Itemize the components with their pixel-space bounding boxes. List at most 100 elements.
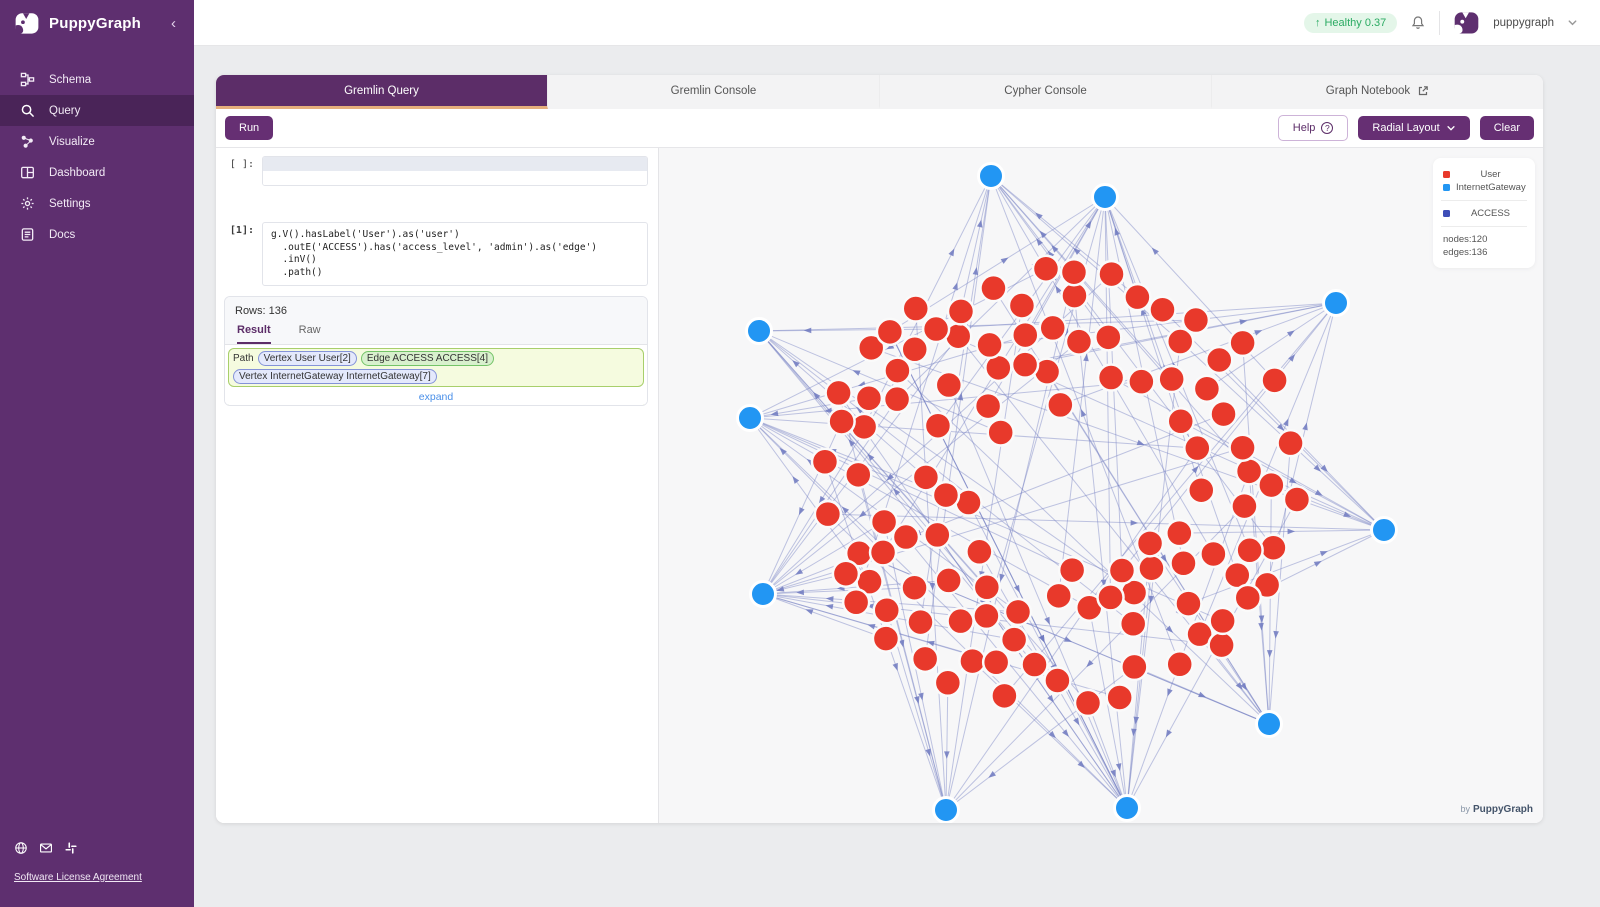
app-title: PuppyGraph [49,14,142,32]
path-label: Path [233,353,254,364]
tab-raw[interactable]: Raw [298,324,321,336]
sidebar-item-docs[interactable]: Docs [0,219,194,250]
slack-icon[interactable] [64,841,78,855]
path-row: Path Vertex User User[2] Edge ACCESS ACC… [228,348,644,387]
tab-label: Gremlin Query [344,84,419,97]
edges-count: edges:136 [1443,247,1488,258]
access-swatch [1443,210,1450,217]
help-icon: ? [1321,122,1334,134]
expand-link[interactable]: expand [225,390,647,405]
query-card: Gremlin Query Gremlin Console Cypher Con… [216,75,1543,823]
cell-prompt: [1]: [229,225,254,236]
puppygraph-logo-icon [14,10,40,36]
help-button-label: Help [1292,122,1316,134]
brand-name: PuppyGraph [1472,804,1533,815]
legend-item-access: ACCESS [1443,208,1525,219]
graph-canvas[interactable] [659,148,1543,823]
toolbar: Run Help ? Radial Layout Clear [216,109,1543,148]
tab-graph-notebook[interactable]: Graph Notebook [1212,75,1543,109]
sidebar-item-label: Visualize [49,135,95,148]
dropdown-chevron-icon [1446,123,1456,133]
sidebar-footer: Software License Agreement [0,841,194,907]
sidebar-item-label: Docs [49,228,76,241]
sidebar-item-schema[interactable]: Schema [0,64,194,95]
rows-count: Rows: 136 [235,305,287,317]
user-swatch [1443,171,1450,178]
clear-button[interactable]: Clear [1479,116,1534,140]
empty-cell: [ ]: [224,156,648,186]
content-area: Gremlin Query Gremlin Console Cypher Con… [194,46,1600,907]
layout-dropdown-label: Radial Layout [1372,122,1440,134]
visualize-icon [20,134,35,149]
sidebar-item-label: Query [49,104,81,117]
attribution: by PuppyGraph [1460,804,1533,815]
query-input[interactable] [262,156,648,186]
tab-result[interactable]: Result [237,324,271,344]
internetgateway-swatch [1443,184,1450,191]
health-badge-label: Healthy 0.37 [1324,16,1387,29]
legend-item-user: User [1443,169,1525,180]
graph-legend: User InternetGateway ACCESS [1433,158,1535,268]
tabbar: Gremlin Query Gremlin Console Cypher Con… [216,75,1543,109]
docs-icon [20,227,35,242]
sidebar-item-visualize[interactable]: Visualize [0,126,194,157]
active-line-highlight [263,157,647,171]
executed-cell: [1]: g.V().hasLabel('User').as('user') .… [224,222,648,286]
run-button[interactable]: Run [225,116,274,140]
tab-gremlin-query[interactable]: Gremlin Query [216,75,548,109]
topbar: ↑ Healthy 0.37 puppygraph [194,0,1600,46]
sidebar-item-label: Settings [49,197,91,210]
sidebar-item-query[interactable]: Query [0,95,194,126]
graph-panel: User InternetGateway ACCESS [659,148,1543,823]
mail-icon[interactable] [39,841,53,855]
tab-label: Graph Notebook [1325,84,1411,97]
results-list: Path Vertex User User[2] Edge ACCESS ACC… [225,345,647,405]
nodes-count: nodes:120 [1443,234,1488,245]
vertex-pill[interactable]: Vertex InternetGateway InternetGateway[7… [233,369,437,384]
panels: [ ]: [1]: g.V().hasLabel('User').as('use… [216,148,1543,823]
settings-icon [20,196,35,211]
sidebar-nav: Schema Query Visualize [0,64,194,250]
edge-pill[interactable]: Edge ACCESS ACCESS[4] [360,351,495,366]
help-button[interactable]: Help ? [1277,115,1349,141]
sidebar-collapse-button[interactable]: ‹ [171,14,176,32]
health-badge: ↑ Healthy 0.37 [1303,12,1398,33]
user-menu[interactable]: puppygraph [1493,16,1554,29]
software-license-link[interactable]: Software License Agreement [14,872,142,883]
tab-label: Gremlin Console [670,84,757,97]
legend-divider [1441,226,1527,227]
logo-row: PuppyGraph ‹ [0,0,194,46]
sidebar: PuppyGraph ‹ Schema [0,0,194,907]
sidebar-item-settings[interactable]: Settings [0,188,194,219]
empty-cell-prompt: [ ]: [229,159,254,170]
query-code[interactable]: g.V().hasLabel('User').as('user') .outE(… [262,222,648,286]
sidebar-item-label: Dashboard [49,166,106,179]
chevron-down-icon[interactable] [1567,17,1578,28]
up-arrow-icon: ↑ [1314,16,1321,29]
layout-dropdown[interactable]: Radial Layout [1358,116,1470,140]
legend-item-internetgateway: InternetGateway [1443,182,1526,193]
tab-label: Cypher Console [1004,84,1087,97]
query-panel: [ ]: [1]: g.V().hasLabel('User').as('use… [216,148,659,823]
avatar[interactable] [1453,9,1480,36]
sidebar-item-label: Schema [49,73,92,86]
search-icon [20,103,35,118]
legend-divider [1441,200,1527,201]
code-line: .outE('ACCESS').has('access_level', 'adm… [271,241,598,253]
code-line: g.V().hasLabel('User').as('user') [271,229,460,240]
vertex-pill[interactable]: Vertex User User[2] [257,351,357,366]
bell-icon[interactable] [1410,15,1426,31]
results-section: Rows: 136 Result Raw Path Vertex User Us… [224,296,648,406]
code-line: .inV() [271,254,317,265]
tab-cypher-console[interactable]: Cypher Console [880,75,1212,109]
topbar-divider [1439,10,1441,35]
globe-icon[interactable] [14,841,28,855]
sidebar-item-dashboard[interactable]: Dashboard [0,157,194,188]
code-line: .path() [271,266,323,278]
dashboard-icon [20,165,35,180]
tab-gremlin-console[interactable]: Gremlin Console [548,75,880,109]
schema-icon [20,72,35,87]
external-link-icon [1417,85,1429,97]
results-header: Rows: 136 Result Raw [225,297,647,345]
